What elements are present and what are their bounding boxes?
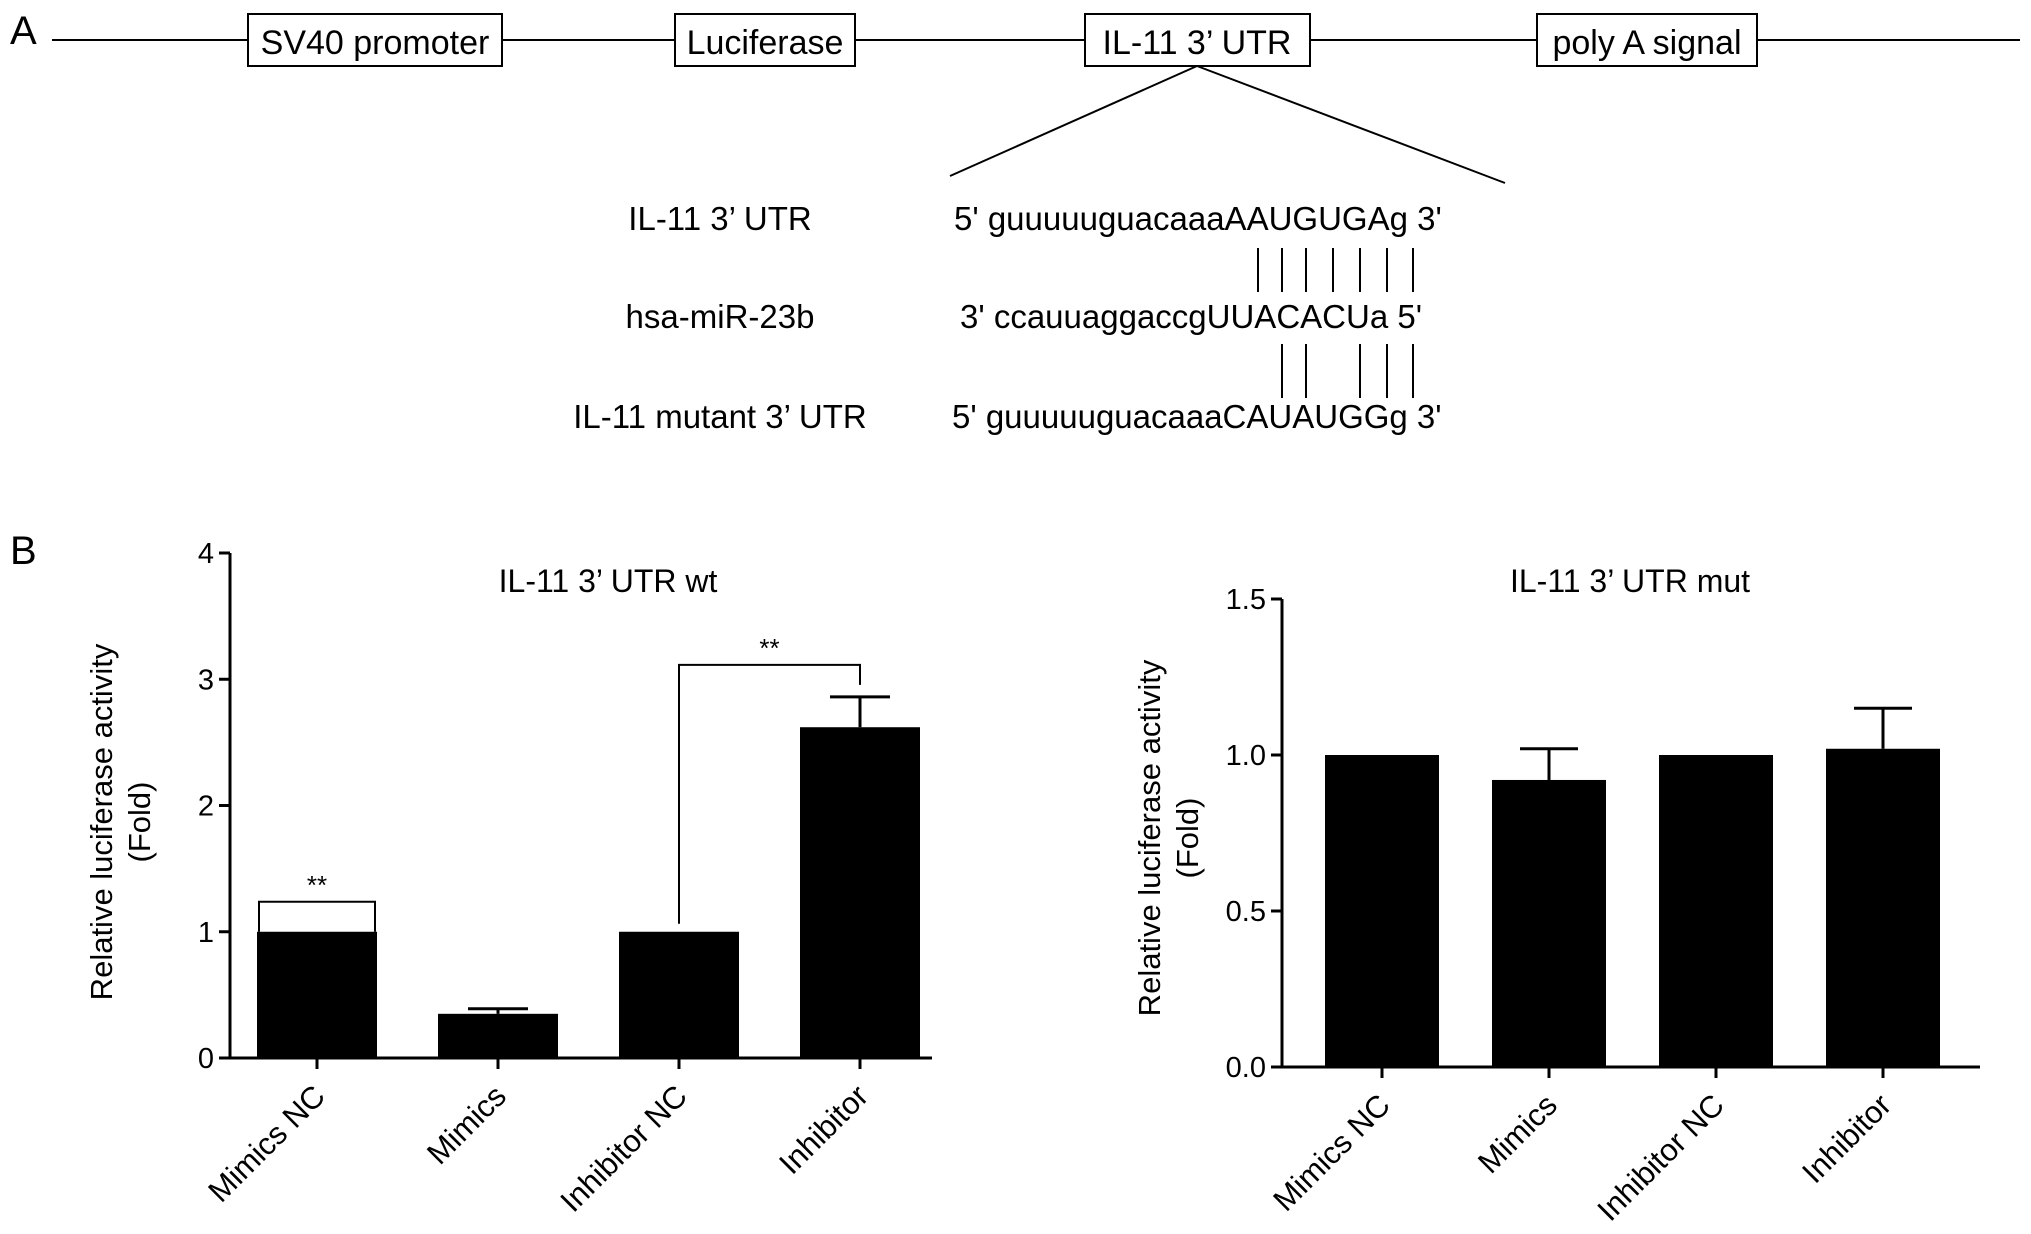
plot-area: 0 1 2 3 4 Mimics NC Mimics Inhibitor NC Inhibito… xyxy=(198,538,932,1219)
x-tick-label: Mimics NC xyxy=(201,1078,332,1209)
chart-wt: IL-11 3’ UTR wt Relative luciferase acti… xyxy=(84,538,932,1219)
construct-box-poly-a-signal: poly A signal xyxy=(1536,13,1758,67)
significance-label: ** xyxy=(307,870,327,900)
x-tick-label: Mimics xyxy=(420,1078,513,1171)
bar xyxy=(1659,755,1773,1067)
significance-bracket: ** xyxy=(678,633,861,924)
sequence-name-il11-3utr: IL-11 3’ UTR xyxy=(628,200,811,237)
sequence-il11-3utr: 5' guuuuuguacaaaAAUGUGAg 3' xyxy=(954,200,1442,237)
y-tick-label: 3 xyxy=(198,664,214,696)
sequence-mir23b: 3' ccauuaggaccgUUACACUa 5' xyxy=(960,298,1422,335)
construct-box-sv40-promoter: SV40 promoter xyxy=(247,13,503,67)
y-tick-label: 0 xyxy=(198,1043,214,1075)
significance-label: ** xyxy=(759,633,779,663)
construct-box-label: Luciferase xyxy=(687,24,844,62)
y-axis-label: Relative luciferase activity xyxy=(84,643,119,1000)
construct-box-il11-3utr: IL-11 3’ UTR xyxy=(1084,13,1311,67)
x-tick-label: Inhibitor NC xyxy=(1590,1087,1730,1227)
plot-area: 0.0 0.5 1.0 1.5 Mimics NC Mimics Inhibitor NC I… xyxy=(1226,584,1980,1228)
x-tick-label: Inhibitor NC xyxy=(553,1078,693,1218)
x-tick-label: Mimics NC xyxy=(1266,1087,1397,1218)
bar xyxy=(1492,779,1606,1067)
y-axis-label: Relative luciferase activity xyxy=(1132,659,1167,1016)
chart-mut: IL-11 3’ UTR mut Relative luciferase act… xyxy=(1132,563,1980,1228)
construct-box-label: IL-11 3’ UTR xyxy=(1103,24,1292,62)
y-tick-label: 1.5 xyxy=(1226,584,1266,616)
x-tick-label: Inhibitor xyxy=(1795,1087,1898,1190)
panel-b-letter: B xyxy=(10,529,37,573)
y-tick-label: 2 xyxy=(198,791,214,823)
bar xyxy=(1826,748,1940,1067)
panel-a-letter: A xyxy=(10,9,37,53)
significance-bracket: ** xyxy=(258,870,376,932)
construct-box-luciferase: Luciferase xyxy=(674,13,856,67)
pairing-lines-wt xyxy=(1257,248,1414,292)
y-tick-label: 0.0 xyxy=(1226,1052,1266,1084)
bar xyxy=(619,931,739,1058)
y-axis-label-unit: (Fold) xyxy=(122,782,157,863)
pairing-lines-mutant xyxy=(1281,344,1414,398)
y-axis-label-unit: (Fold) xyxy=(1170,798,1205,879)
bar xyxy=(438,1013,558,1058)
bar xyxy=(1325,755,1439,1067)
x-tick-label: Mimics xyxy=(1471,1087,1564,1180)
y-tick-label: 0.5 xyxy=(1226,896,1266,928)
sequence-il11-mutant: 5' guuuuuguacaaaCAUAUGGg 3' xyxy=(952,398,1442,435)
zoom-line-left xyxy=(949,65,1198,177)
construct-box-label: poly A signal xyxy=(1552,24,1741,62)
x-tick-label: Inhibitor xyxy=(772,1078,875,1181)
sequence-name-il11-mutant: IL-11 mutant 3’ UTR xyxy=(573,398,866,435)
chart-title: IL-11 3’ UTR wt xyxy=(499,563,718,599)
chart-title: IL-11 3’ UTR mut xyxy=(1510,563,1750,599)
sequence-name-mir23b: hsa-miR-23b xyxy=(626,298,815,335)
construct-box-label: SV40 promoter xyxy=(261,24,490,62)
bar xyxy=(800,727,920,1058)
y-tick-label: 1 xyxy=(198,917,214,949)
y-tick-label: 1.0 xyxy=(1226,740,1266,772)
zoom-line-right xyxy=(1196,65,1506,184)
y-tick-label: 4 xyxy=(198,538,214,570)
bar xyxy=(257,931,377,1058)
